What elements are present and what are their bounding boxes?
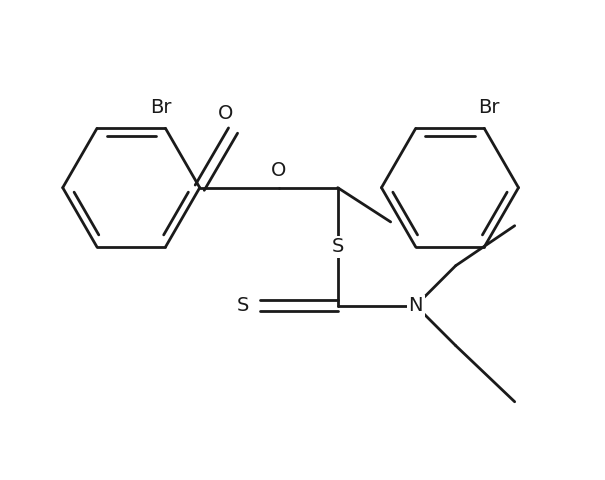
Text: S: S [237,296,249,315]
Text: Br: Br [478,98,500,117]
Text: N: N [408,296,423,315]
Text: S: S [332,237,344,256]
Text: O: O [271,161,286,180]
Text: O: O [218,104,233,123]
Text: Br: Br [150,98,171,117]
